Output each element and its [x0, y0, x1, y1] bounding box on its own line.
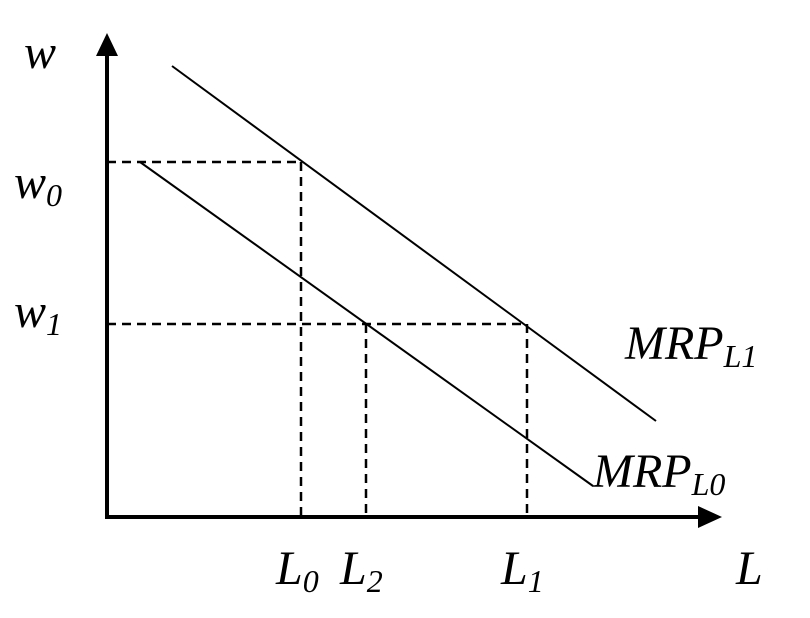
- l0-main: L: [275, 542, 303, 595]
- l2-subscript: 2: [367, 563, 383, 599]
- w1-main: w: [14, 285, 46, 338]
- w1-label: w1: [14, 285, 62, 342]
- l0-subscript: 0: [303, 563, 319, 599]
- l1-label: L1: [500, 542, 544, 599]
- y-axis-label: w: [24, 26, 56, 79]
- mrp-l0-main: MRP: [592, 445, 692, 498]
- w1-subscript: 1: [46, 306, 62, 342]
- x-axis-label: L: [735, 542, 763, 595]
- w0-label: w0: [14, 156, 62, 213]
- mrp-l1-label: MRPL1: [624, 317, 757, 374]
- mrp-l1-subscript: L1: [723, 338, 758, 374]
- l2-label: L2: [339, 542, 383, 599]
- mrp-l1-main: MRP: [624, 317, 724, 370]
- l1-main: L: [500, 542, 528, 595]
- x-axis-arrowhead: [698, 506, 722, 528]
- mrp-l0-subscript: L0: [691, 466, 726, 502]
- reference-lines: [107, 160, 529, 517]
- w0-subscript: 0: [46, 177, 62, 213]
- y-axis-arrowhead: [96, 33, 118, 56]
- l0-label: L0: [275, 542, 319, 599]
- mrp-l0-label: MRPL0: [592, 445, 725, 502]
- mrp-l1-curve: [171, 65, 657, 422]
- l2-main: L: [339, 542, 367, 595]
- w0-main: w: [14, 156, 46, 209]
- l1-subscript: 1: [528, 563, 544, 599]
